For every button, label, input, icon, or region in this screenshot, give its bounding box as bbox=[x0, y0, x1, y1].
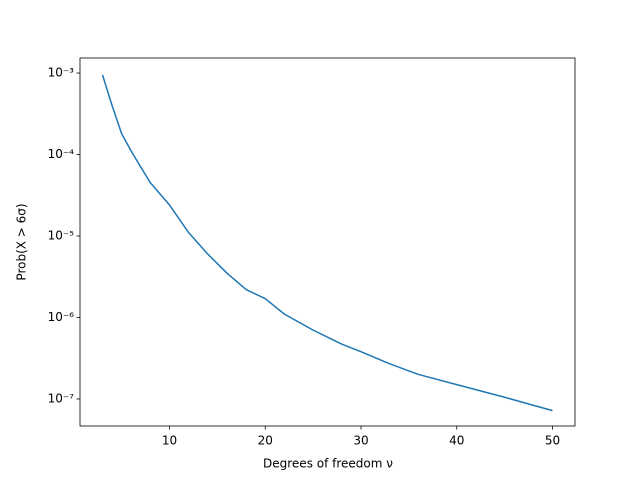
x-tick-label: 10 bbox=[162, 434, 177, 448]
x-tick-label: 40 bbox=[449, 434, 464, 448]
y-axis-label: Prob(X > 6σ) bbox=[15, 203, 29, 280]
y-tick-label: 10⁻⁵ bbox=[48, 229, 75, 243]
x-axis-label: Degrees of freedom ν bbox=[263, 457, 393, 471]
y-tick-label: 10⁻⁶ bbox=[48, 310, 75, 324]
y-tick-label: 10⁻⁴ bbox=[48, 147, 75, 161]
y-tick-label: 10⁻⁷ bbox=[48, 391, 75, 405]
axes-frame bbox=[79, 57, 576, 427]
x-tick-label: 20 bbox=[258, 434, 273, 448]
y-tick-label: 10⁻³ bbox=[48, 66, 75, 80]
x-tick-label: 30 bbox=[353, 434, 368, 448]
x-tick-label: 50 bbox=[545, 434, 560, 448]
line bbox=[101, 74, 553, 412]
